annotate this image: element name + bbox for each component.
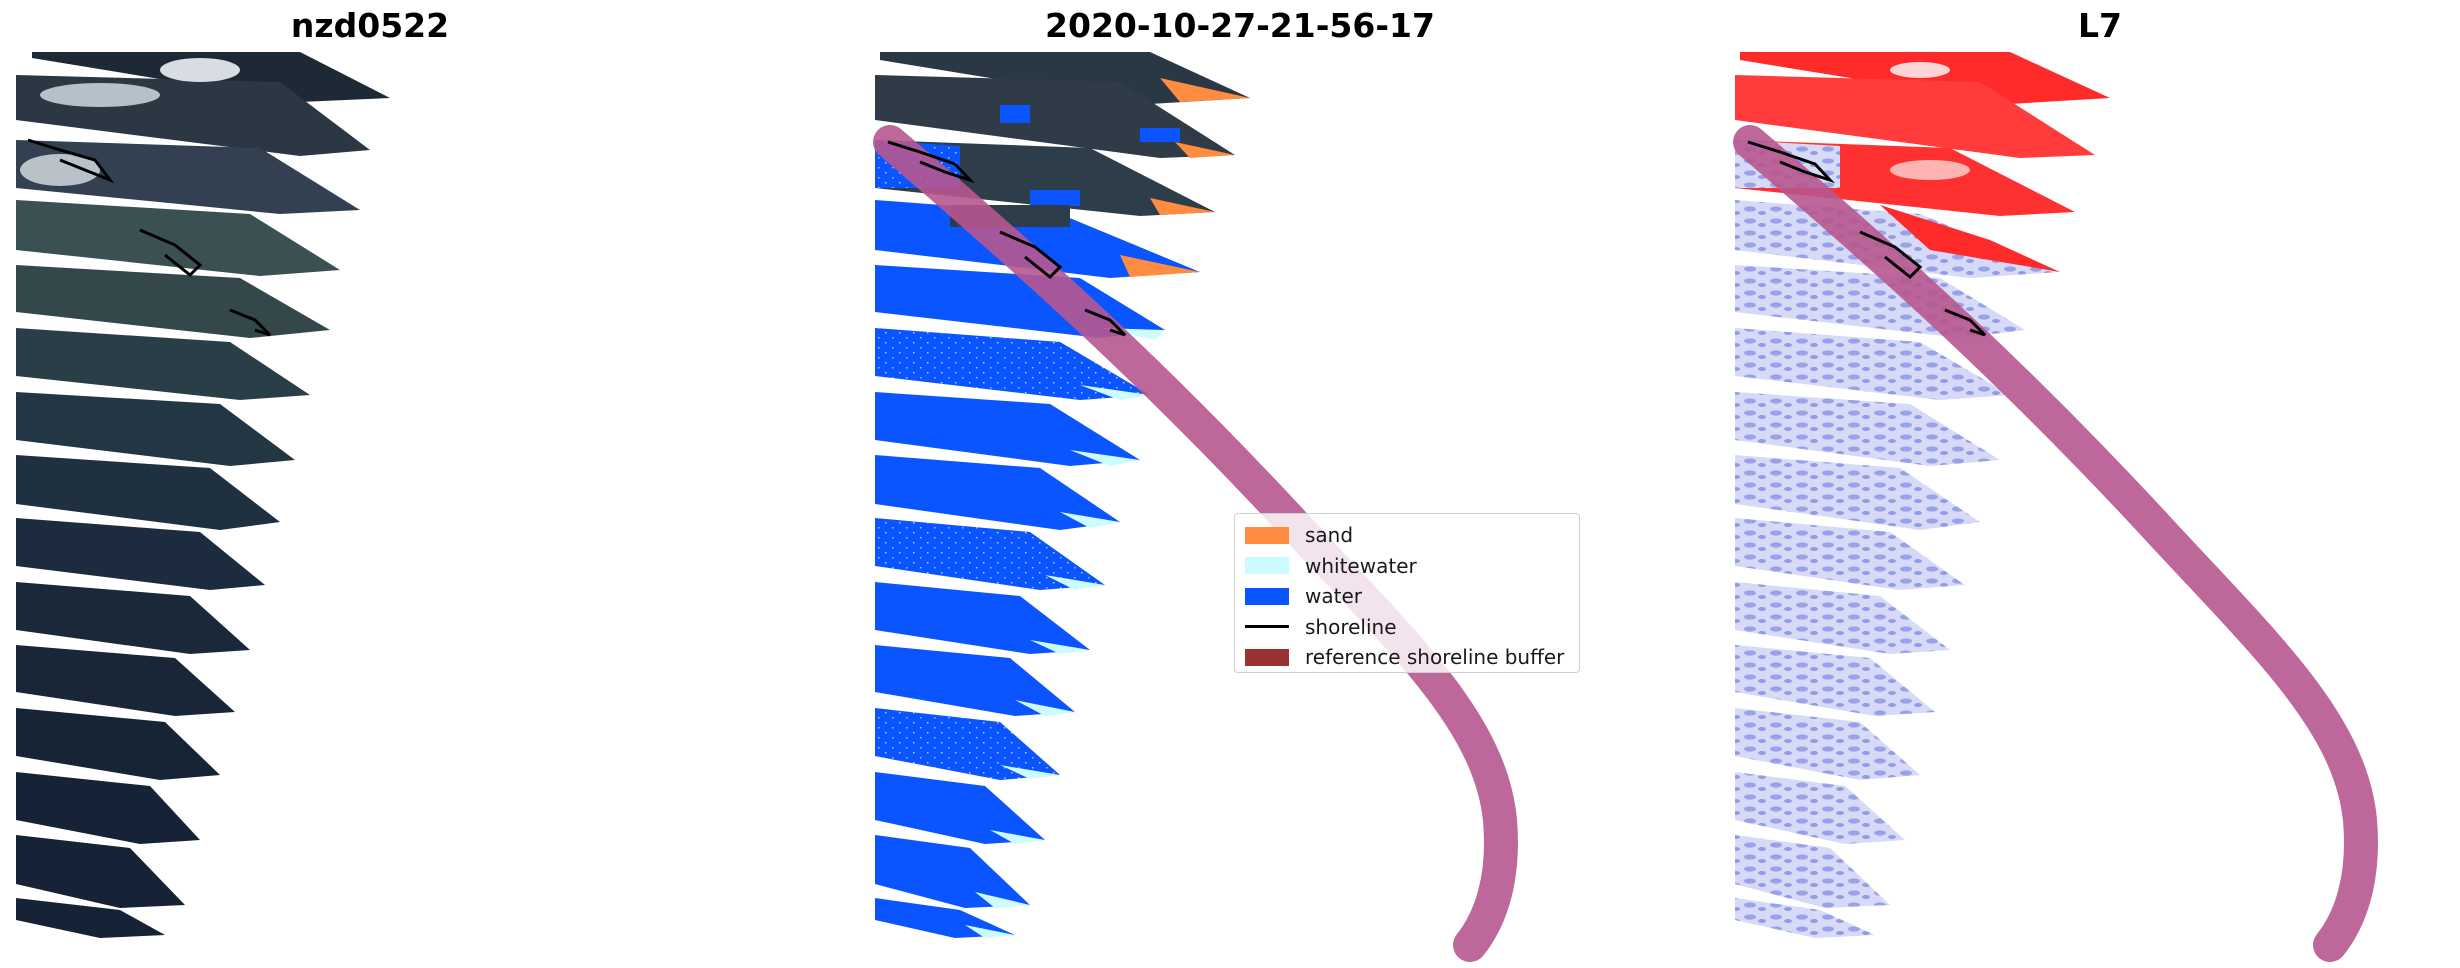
water-strip	[875, 518, 1105, 590]
whitewater-patch	[965, 925, 1015, 938]
index-strip	[1740, 52, 2110, 104]
shoreline	[229, 308, 272, 337]
panel-title-ndwi: L7	[2078, 6, 2122, 45]
cloud-patch	[1890, 160, 1970, 180]
rgb-strip	[16, 582, 250, 654]
water-strip	[875, 772, 1045, 844]
cloud-patch	[40, 83, 160, 107]
index-strip	[1735, 75, 2095, 158]
water-strip	[875, 708, 1060, 780]
sand-patch	[1150, 198, 1215, 215]
rgb-strip	[16, 898, 165, 938]
index-strip	[1735, 518, 1965, 590]
shoreline	[887, 140, 976, 184]
shoreline	[1747, 140, 1836, 184]
whitewater-patch	[1080, 385, 1150, 400]
water-patch	[1000, 105, 1030, 123]
water-strip	[875, 328, 1150, 400]
shoreline	[1859, 230, 1923, 280]
legend-item-shoreline: shoreline	[1245, 612, 1569, 643]
rgb-strip	[16, 455, 280, 530]
legend-label: reference shoreline buffer	[1305, 645, 1565, 670]
rgb-strip	[16, 772, 200, 844]
rgb-strip	[16, 518, 265, 590]
sand-patch	[1160, 78, 1250, 102]
water-swatch	[1245, 587, 1289, 605]
reference-shoreline-buffer	[1733, 125, 2378, 962]
index-strip	[1735, 455, 1980, 530]
buffer-swatch	[1245, 648, 1289, 666]
rgb-strip	[16, 392, 295, 466]
rgb-strip	[16, 328, 310, 400]
rgb-strip	[16, 645, 235, 716]
whitewater-patch	[1045, 575, 1105, 590]
water-strip	[875, 392, 1140, 466]
shoreline	[1944, 308, 1987, 337]
rgb-strip	[16, 835, 185, 908]
legend-item-water: water	[1245, 581, 1569, 612]
water-strip	[875, 835, 1030, 908]
shoreline	[1084, 308, 1127, 337]
legend-label: sand	[1305, 523, 1354, 548]
index-strip	[1735, 772, 1905, 844]
classified-image	[873, 52, 1518, 962]
cloud-patch	[160, 58, 240, 82]
class-strip	[880, 52, 1250, 104]
whitewater-patch	[1015, 700, 1075, 716]
index-land	[1880, 205, 2060, 272]
whitewater-patch	[1070, 450, 1140, 466]
whitewater-swatch	[1245, 557, 1289, 575]
water-strip	[875, 455, 1120, 530]
legend-label: shoreline	[1305, 614, 1397, 639]
sand-patch	[1120, 255, 1200, 277]
shoreline	[27, 138, 115, 184]
cloud-patch	[20, 154, 100, 186]
rgb-strip	[16, 708, 220, 780]
legend-label: water	[1305, 584, 1362, 609]
shoreline	[999, 230, 1063, 280]
whitewater-patch	[1000, 765, 1060, 779]
whitewater-patch	[1060, 512, 1120, 528]
legend-label: whitewater	[1305, 553, 1417, 578]
rgb-strip	[16, 265, 330, 338]
index-strip	[1735, 898, 1875, 938]
cloud-patch	[1890, 62, 1950, 78]
index-strip	[1735, 582, 1950, 654]
whitewater-patch	[975, 892, 1030, 908]
water-strip	[875, 582, 1090, 654]
index-strip	[1735, 328, 2010, 400]
legend-item-whitewater: whitewater	[1245, 551, 1569, 582]
rgb-image	[16, 52, 390, 938]
panel-title-classified: 2020-10-27-21-56-17	[1045, 6, 1435, 45]
legend-item-sand: sand	[1245, 520, 1569, 551]
index-strip	[1735, 392, 2000, 466]
legend-item-buffer: reference shoreline buffer	[1245, 642, 1569, 673]
ndwi-image	[1733, 52, 2378, 962]
rgb-strip	[16, 140, 360, 214]
index-strip	[1735, 835, 1890, 908]
whitewater-patch	[1030, 640, 1090, 654]
shoreline-swatch	[1245, 625, 1289, 629]
index-strip	[1735, 645, 1935, 716]
shoreline	[139, 228, 203, 278]
whitewater-patch	[990, 830, 1045, 844]
legend: sand whitewater water shoreline referenc…	[1234, 513, 1580, 673]
water-patch	[1030, 190, 1080, 206]
water-patch	[1140, 128, 1180, 142]
sand-patch	[1175, 142, 1235, 158]
index-strip	[1735, 708, 1920, 780]
sand-swatch	[1245, 526, 1289, 544]
rgb-strip	[16, 200, 340, 276]
panel-title-rgb: nzd0522	[290, 6, 450, 45]
water-strip	[875, 645, 1075, 716]
